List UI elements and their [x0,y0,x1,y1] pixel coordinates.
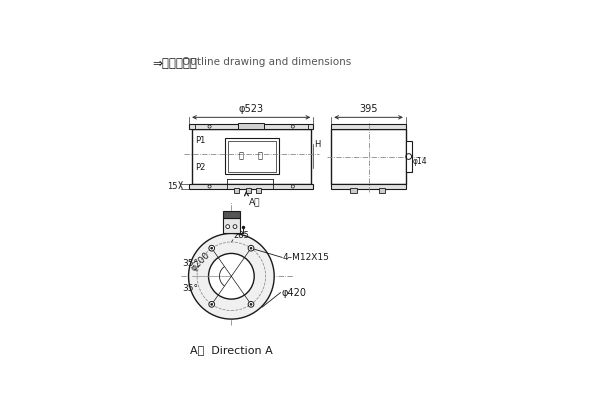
Text: Outline drawing and dimensions: Outline drawing and dimensions [182,57,352,68]
Text: 牌: 牌 [257,152,262,161]
Text: 铭: 铭 [239,152,244,161]
Circle shape [248,245,254,251]
Bar [189,184,313,189]
Text: 35°: 35° [182,284,199,293]
Text: 395: 395 [359,104,378,114]
Text: 4–M12X15: 4–M12X15 [283,253,329,262]
Text: φ200: φ200 [189,250,212,273]
Bar [379,188,385,192]
Text: P1: P1 [195,136,205,145]
Circle shape [250,247,252,249]
Circle shape [250,303,252,305]
Circle shape [211,247,212,249]
Bar [331,124,406,129]
Circle shape [211,303,212,305]
Circle shape [209,302,215,307]
Bar [238,122,264,129]
Text: P2: P2 [195,163,205,172]
Text: A向  Direction A: A向 Direction A [190,344,273,355]
Text: φ14: φ14 [413,157,427,166]
Circle shape [248,302,254,307]
Circle shape [209,253,254,299]
Text: ⇒外形尺寸图: ⇒外形尺寸图 [152,57,197,70]
Text: φ523: φ523 [239,104,264,114]
Bar [223,218,239,234]
Circle shape [233,225,237,229]
Bar [331,129,406,184]
Text: 35°: 35° [182,259,199,268]
Bar [406,141,412,172]
Bar [256,188,261,192]
Bar [189,124,313,129]
Bar [225,138,278,174]
Circle shape [226,225,230,229]
Circle shape [209,245,215,251]
Text: A向: A向 [249,197,260,206]
Circle shape [188,234,274,319]
Bar [246,188,251,192]
Text: φ420: φ420 [281,288,307,297]
Text: H: H [314,140,321,149]
Bar [192,129,311,184]
Text: 15: 15 [167,182,178,191]
Bar [350,188,357,192]
Bar [227,141,276,172]
Bar [235,188,239,192]
Bar [331,184,406,189]
Bar [223,211,239,218]
Text: 285: 285 [233,231,249,240]
